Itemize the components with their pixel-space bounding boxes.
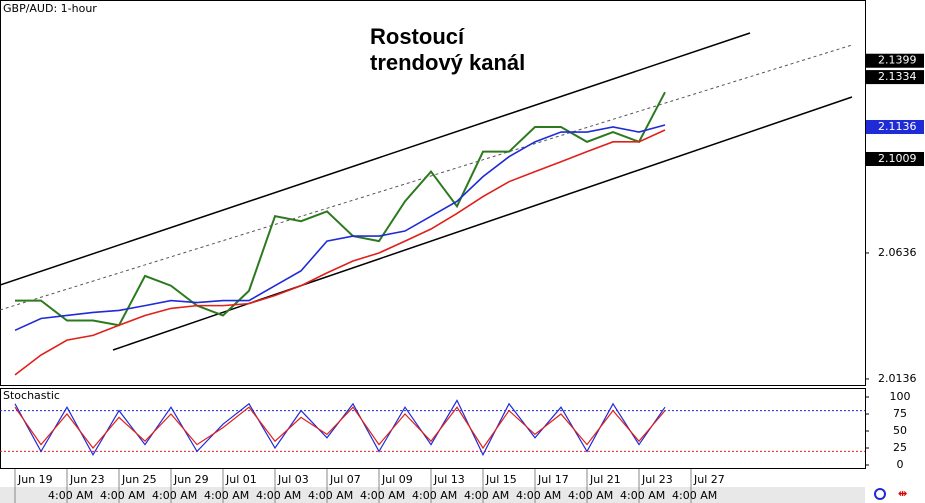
close-icon[interactable]: ⇹	[898, 487, 907, 500]
y2-tick-label: 25	[893, 441, 907, 454]
price-box-label: 2.1334	[878, 70, 917, 83]
price-box	[866, 151, 924, 166]
x-tick-label: Jul 03	[277, 473, 309, 486]
x-tick-label: Jun 23	[69, 473, 105, 486]
price-box	[866, 119, 924, 134]
time-label: 4:00 AM	[360, 489, 405, 502]
y2-tick-label: 0	[897, 458, 904, 471]
x-tick-label: Jun 29	[173, 473, 209, 486]
x-tick-label: Jul 07	[329, 473, 361, 486]
price-line	[14, 129, 666, 376]
time-label: 4:00 AM	[620, 489, 665, 502]
x-tick-label: Jul 27	[693, 473, 725, 486]
title-line: trendový kanál	[370, 50, 525, 75]
price-panel	[0, 0, 866, 386]
price-box	[866, 70, 924, 85]
time-label: 4:00 AM	[672, 489, 717, 502]
time-label: 4:00 AM	[412, 489, 457, 502]
lower-channel	[112, 96, 853, 351]
time-label: 4:00 AM	[100, 489, 145, 502]
x-tick-label: Jul 01	[225, 473, 257, 486]
time-label: 4:00 AM	[48, 489, 93, 502]
x-tick-label: Jun 19	[17, 473, 53, 486]
title-line: Rostoucí	[370, 24, 465, 49]
x-tick-label: Jul 09	[381, 473, 413, 486]
time-label: 4:00 AM	[204, 489, 249, 502]
time-label: 4:00 AM	[152, 489, 197, 502]
stochastic-panel	[0, 388, 866, 469]
x-tick-label: Jul 21	[589, 473, 621, 486]
y2-tick-label: 75	[893, 407, 907, 420]
x-tick-label: Jul 17	[537, 473, 569, 486]
stochastic-title: Stochastic	[3, 389, 60, 402]
link-icon[interactable]	[874, 488, 886, 500]
stochastic-line	[14, 406, 666, 450]
time-label: 4:00 AM	[464, 489, 509, 502]
price-box-label: 2.1009	[878, 152, 917, 165]
x-tick-label: Jul 15	[485, 473, 517, 486]
time-label: 4:00 AM	[568, 489, 613, 502]
time-row	[0, 487, 865, 503]
price-box-label: 2.1136	[878, 120, 917, 133]
y2-tick-label: 100	[890, 390, 911, 403]
price-line	[15, 91, 666, 327]
time-label: 4:00 AM	[256, 489, 301, 502]
x-tick-label: Jun 25	[121, 473, 157, 486]
header: GBP/AUD: 1-hour	[3, 2, 97, 15]
price-line	[14, 124, 666, 332]
price-box-label: 2.1399	[878, 54, 917, 67]
upper-channel	[0, 32, 751, 286]
x-tick-label: Jul 13	[433, 473, 465, 486]
y-tick-label: 2.0136	[878, 372, 917, 385]
y-tick-label: 2.0636	[878, 246, 917, 259]
time-label: 4:00 AM	[308, 489, 353, 502]
x-tick-label: Jul 23	[641, 473, 673, 486]
time-label: 4:00 AM	[516, 489, 561, 502]
price-box	[866, 53, 924, 68]
y2-tick-label: 50	[893, 424, 907, 437]
